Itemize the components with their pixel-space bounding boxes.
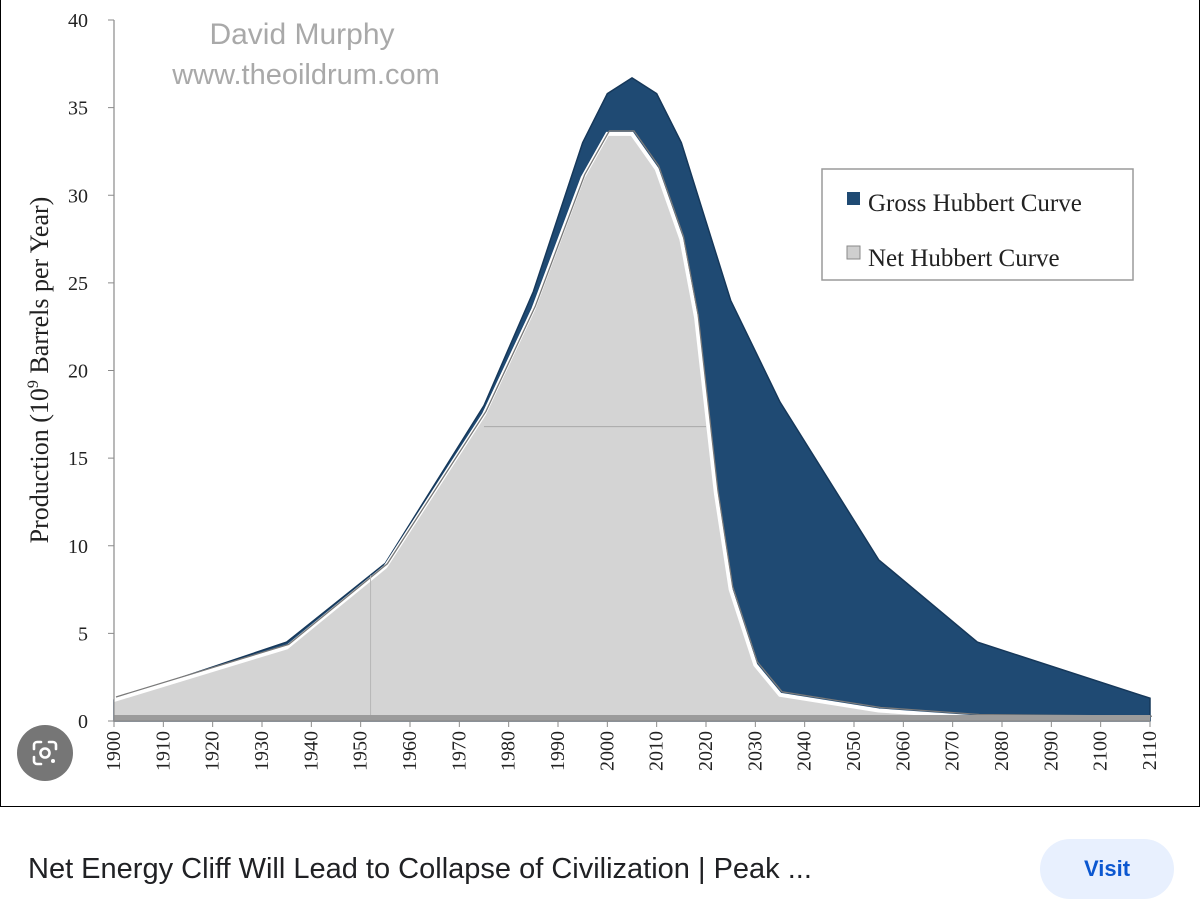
y-tick-label: 40 [68, 10, 88, 32]
y-axis-label-exponent: 9 [25, 380, 42, 388]
x-tick-label: 1930 [251, 731, 273, 771]
hubbert-chart: 0 5 10 15 20 25 30 35 40 1900 1910 1920 1930 1940 195… [25, 10, 1161, 771]
y-axis-label-text: Production (10 [25, 388, 54, 543]
caption-bar: Net Energy Cliff Will Lead to Collapse o… [0, 807, 1200, 907]
y-axis-label: Production (109 Barrels per Year) [25, 197, 54, 544]
x-tick-label: 1960 [399, 731, 421, 771]
x-tick-label: 1980 [498, 731, 520, 771]
y-tick-label: 5 [78, 623, 88, 645]
y-tick-label: 10 [68, 536, 88, 558]
x-tick-label: 1950 [350, 731, 372, 771]
x-tick-label: 1970 [448, 731, 470, 771]
net-hubbert-shadow-edge [115, 130, 1153, 717]
x-tick-label: 2000 [596, 731, 618, 771]
x-tick-label: 1920 [202, 731, 224, 771]
google-lens-icon [32, 740, 58, 766]
watermark-url: www.theoildrum.com [171, 59, 440, 91]
lens-button[interactable] [17, 725, 73, 781]
x-tick-label: 2020 [695, 731, 717, 771]
y-tick-label: 0 [78, 711, 88, 733]
x-tick-label: 2080 [991, 731, 1013, 771]
x-tick-label: 2090 [1040, 731, 1062, 771]
y-tick-label: 15 [68, 448, 88, 470]
legend: Gross Hubbert Curve Net Hubbert Curve [821, 168, 1134, 281]
x-tick-label: 2010 [646, 731, 668, 771]
x-tick-label: 1990 [547, 731, 569, 771]
y-tick-label: 25 [68, 273, 88, 295]
x-tick-label: 2100 [1090, 731, 1112, 771]
legend-box [821, 168, 1134, 281]
legend-label-net: Net Hubbert Curve [868, 245, 1060, 272]
x-tick-label: 1900 [103, 731, 125, 771]
baseline-band [114, 715, 1150, 721]
y-tick-label: 30 [68, 185, 88, 207]
legend-swatch-net [846, 245, 861, 260]
visit-button[interactable]: Visit [1040, 839, 1174, 899]
x-tick-label: 2050 [843, 731, 865, 771]
y-tick-label: 20 [68, 361, 88, 383]
x-tick-label: 2070 [942, 731, 964, 771]
net-hubbert-area [114, 133, 1150, 722]
y-tick-label: 35 [68, 98, 88, 120]
watermark-author: David Murphy [209, 18, 394, 51]
result-title-link[interactable]: Net Energy Cliff Will Lead to Collapse o… [28, 853, 812, 885]
x-tick-label: 2040 [794, 731, 816, 771]
legend-label-gross: Gross Hubbert Curve [868, 190, 1082, 217]
x-tick-label: 1940 [300, 731, 322, 771]
x-tick-label: 2030 [744, 731, 766, 771]
x-tick-label: 2110 [1139, 731, 1161, 770]
legend-swatch-gross [847, 192, 860, 205]
x-tick-label: 1910 [152, 731, 174, 771]
y-axis-label-suffix: Barrels per Year) [25, 197, 54, 380]
x-tick-label: 2060 [892, 731, 914, 771]
